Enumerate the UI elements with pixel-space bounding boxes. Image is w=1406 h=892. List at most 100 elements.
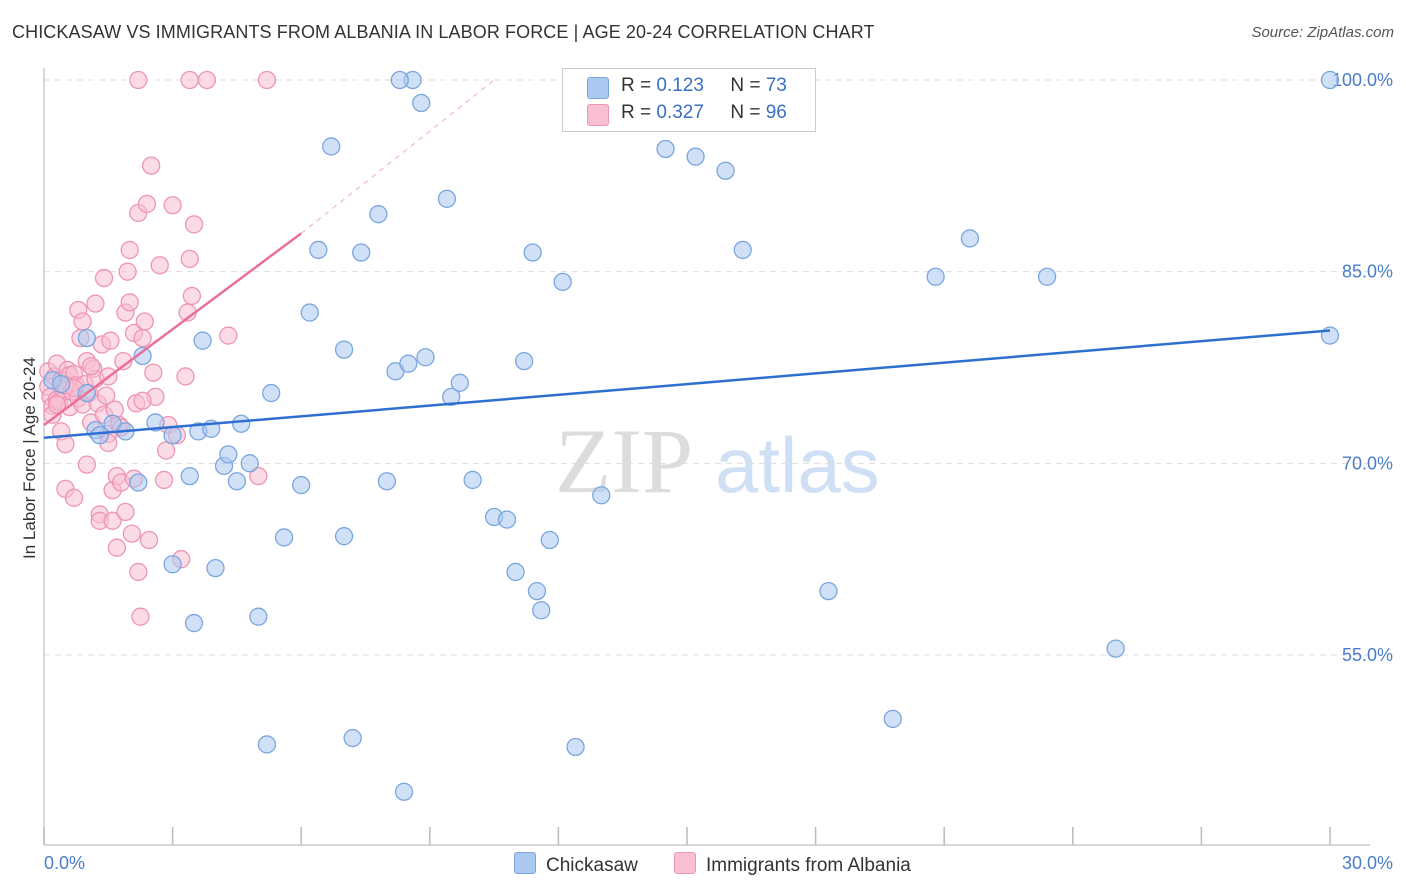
legend-n-label: N =: [730, 75, 761, 96]
x-tick-label: 30.0%: [1342, 853, 1393, 873]
data-point: [144, 363, 163, 382]
data-point: [1106, 639, 1125, 658]
data-point: [120, 293, 139, 312]
data-point: [107, 538, 127, 557]
data-point: [184, 215, 204, 234]
data-point: [532, 601, 551, 620]
data-point: [193, 331, 212, 350]
data-point: [47, 395, 67, 414]
axes: [43, 68, 1370, 846]
series-albania-points: [39, 70, 277, 626]
legend-r-value: 0.327: [656, 102, 704, 123]
data-point: [197, 70, 217, 90]
data-point: [129, 70, 148, 90]
data-point: [416, 348, 435, 367]
data-point: [412, 93, 431, 113]
trend-line-albania: [43, 232, 302, 427]
data-point: [77, 328, 97, 348]
data-point: [257, 70, 277, 90]
legend-r-value: 0.123: [656, 75, 704, 96]
data-point: [154, 470, 174, 490]
data-point: [240, 454, 259, 473]
data-point: [206, 558, 225, 578]
data-point: [262, 383, 281, 403]
data-point: [129, 473, 148, 492]
data-point: [97, 386, 116, 405]
data-point: [137, 194, 157, 214]
data-point: [553, 272, 572, 292]
data-point: [540, 530, 559, 550]
legend-n-value: 73: [765, 75, 787, 96]
y-tick-labels: 55.0% 70.0% 85.0% 100.0%: [1332, 70, 1393, 665]
data-point: [56, 435, 75, 454]
data-point: [343, 728, 362, 748]
legend-swatch-albania: [587, 104, 609, 126]
x-tick-labels: 0.0% 30.0%: [44, 853, 1393, 873]
data-point: [716, 161, 735, 180]
data-point: [180, 249, 199, 269]
data-point: [369, 205, 388, 224]
data-point: [77, 455, 97, 474]
data-point: [131, 607, 150, 626]
y-tick-label: 55.0%: [1342, 645, 1393, 665]
data-point: [232, 414, 251, 433]
data-point: [334, 340, 354, 359]
data-point: [592, 486, 611, 505]
data-point: [527, 581, 547, 601]
data-point: [163, 555, 182, 574]
data-point: [960, 229, 980, 248]
data-point: [300, 303, 319, 322]
data-point: [219, 326, 238, 345]
data-point: [352, 243, 371, 262]
data-point: [442, 387, 461, 407]
data-point: [176, 367, 195, 386]
data-point: [292, 475, 311, 495]
data-point: [1320, 326, 1340, 345]
legend-swatch-chickasaw: [587, 77, 609, 99]
data-point: [394, 782, 414, 801]
data-point: [257, 735, 277, 754]
x-tick-label: 0.0%: [44, 853, 85, 873]
data-point: [883, 709, 902, 729]
data-point: [118, 262, 137, 281]
data-point: [142, 156, 161, 175]
trend-line-albania-extension: [300, 79, 495, 234]
y-tick-label: 70.0%: [1342, 453, 1393, 473]
data-point: [150, 256, 169, 275]
data-point: [163, 196, 182, 215]
data-point: [249, 466, 268, 486]
bottom-legend-label-albania: Immigrants from Albania: [706, 855, 911, 876]
watermark-zip: ZIP: [555, 410, 693, 512]
data-point: [219, 445, 238, 464]
chart-title: CHICKASAW VS IMMIGRANTS FROM ALBANIA IN …: [12, 22, 875, 42]
watermark: ZIP atlas: [555, 410, 880, 512]
data-point: [656, 139, 675, 159]
data-point: [249, 607, 268, 626]
data-point: [1037, 267, 1057, 286]
data-point: [86, 294, 105, 313]
data-point: [101, 331, 120, 350]
y-tick-label: 100.0%: [1332, 70, 1393, 90]
data-point: [926, 267, 945, 286]
source-label: Source: ZipAtlas.com: [1251, 24, 1394, 41]
data-point: [390, 70, 409, 90]
bottom-legend-chickasaw: Chickasaw: [514, 852, 638, 877]
data-point: [94, 268, 114, 288]
data-point: [163, 426, 182, 445]
data-point: [399, 354, 418, 373]
data-point: [116, 502, 135, 522]
data-point: [64, 488, 84, 507]
data-point: [506, 562, 525, 582]
legend-r-label: R =: [621, 102, 652, 123]
stats-legend: R = 0.123 N = 73 R = 0.327 N = 96: [562, 68, 816, 132]
bottom-legend-swatch-chickasaw: [514, 852, 536, 874]
data-point: [180, 466, 199, 486]
y-tick-label: 85.0%: [1342, 262, 1393, 282]
data-point: [133, 328, 152, 348]
watermark-atlas: atlas: [715, 421, 880, 509]
data-point: [103, 511, 122, 530]
data-point: [129, 562, 148, 582]
data-point: [819, 581, 838, 601]
data-point: [122, 524, 142, 543]
data-point: [566, 737, 585, 757]
